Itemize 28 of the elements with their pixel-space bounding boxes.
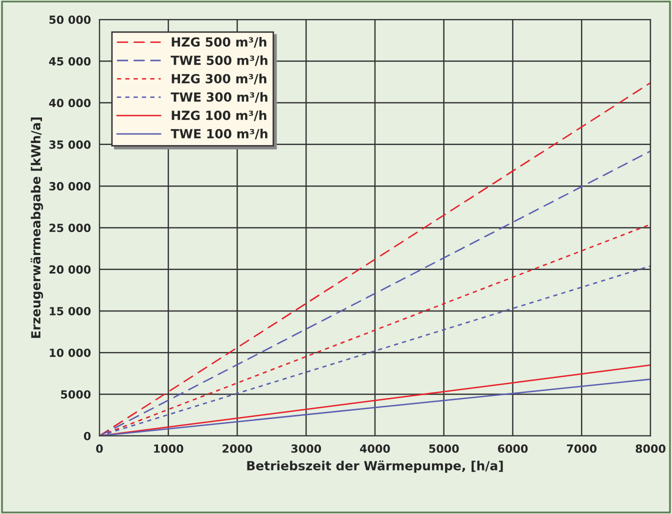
legend-label: HZG 500 m³/h (172, 37, 266, 48)
y-tick-label: 5000 (61, 390, 91, 399)
legend-label: TWE 300 m³/h (170, 92, 268, 103)
y-tick-label: 10 000 (50, 348, 91, 357)
legend-label: TWE 500 m³/h (170, 55, 268, 66)
x-tick-label: 8000 (636, 444, 666, 453)
legend-label: TWE 100 m³/h (170, 128, 268, 140)
x-tick-label: 0 (96, 444, 103, 453)
x-tick-label: 6000 (498, 444, 528, 453)
x-tick-label: 4000 (360, 444, 390, 453)
x-axis-title: Betriebszeit der Wärmepumpe, [h/a] (247, 460, 503, 473)
x-tick-label: 5000 (429, 444, 459, 453)
legend-label: HZG 300 m³/h (172, 74, 266, 84)
y-tick-label: 30 000 (49, 182, 91, 190)
y-tick-label: 40 000 (49, 98, 91, 108)
x-tick-label: 3000 (291, 444, 322, 453)
y-tick-label: 15 000 (50, 306, 91, 316)
x-tick-label: 7000 (566, 444, 597, 453)
y-tick-label: 0 (84, 432, 91, 440)
x-tick-label: 1000 (154, 444, 184, 453)
y-tick-label: 35 000 (49, 140, 91, 149)
y-tick-label: 25 000 (49, 224, 91, 232)
y-axis-title: Erzeugerwärmeabgabe [kWh/a] (30, 117, 44, 338)
y-tick-label: 20 000 (49, 265, 91, 274)
y-tick-label: 45 000 (49, 57, 91, 66)
x-tick-label: 2000 (222, 444, 252, 453)
y-tick-label: 50 000 (49, 16, 91, 24)
legend-label: HZG 100 m³/h (172, 110, 266, 122)
